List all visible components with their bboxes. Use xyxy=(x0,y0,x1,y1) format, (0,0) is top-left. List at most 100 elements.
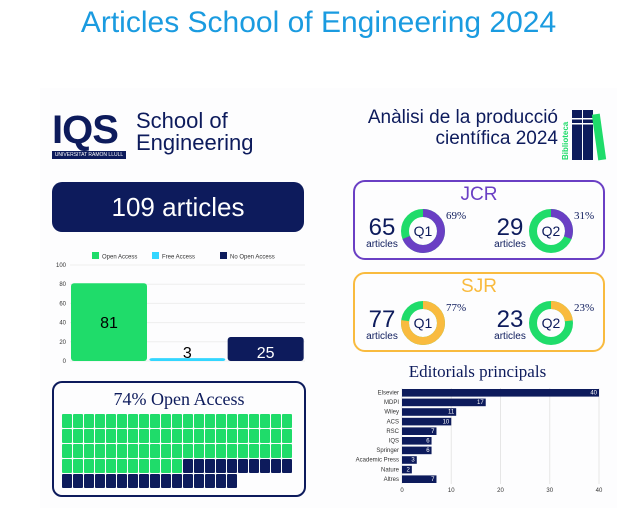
open-access-article-icon xyxy=(216,429,226,443)
category-label: Elsevier xyxy=(378,391,399,397)
open-access-article-icon xyxy=(161,459,171,473)
open-access-article-icon xyxy=(95,414,105,428)
open-access-article-icon xyxy=(106,414,116,428)
bar xyxy=(402,456,417,464)
articles-label: articles xyxy=(494,331,526,342)
article-count: 29 xyxy=(496,214,524,241)
y-tick-label: 100 xyxy=(56,263,67,269)
jcr-title: JCR xyxy=(460,184,498,205)
open-access-article-icon xyxy=(183,444,193,458)
open-access-article-icon xyxy=(128,429,138,443)
bar-value-label: 3 xyxy=(183,345,192,362)
closed-access-article-icon xyxy=(238,459,248,473)
open-access-article-icon xyxy=(62,429,72,443)
open-access-article-icon xyxy=(271,414,281,428)
bar xyxy=(402,475,437,483)
bar-value-label: 6 xyxy=(426,448,430,454)
percentage-label: 77% xyxy=(446,302,467,314)
closed-access-article-icon xyxy=(183,459,193,473)
closed-access-article-icon xyxy=(150,474,160,488)
x-tick-label: 10 xyxy=(448,488,455,494)
sjr-q1-donut: Q1 xyxy=(401,301,445,345)
open-access-article-icon xyxy=(106,459,116,473)
open-access-article-icon xyxy=(282,414,292,428)
category-label: ACS xyxy=(387,419,399,425)
bar xyxy=(71,283,147,361)
legend-label: Free Access xyxy=(162,255,195,261)
donut-segment xyxy=(401,209,445,253)
legend-swatch xyxy=(92,252,99,259)
open-access-article-icon xyxy=(150,459,160,473)
legend-swatch xyxy=(220,252,227,259)
jcr-q2-donut: Q2 xyxy=(529,209,573,253)
school-line2: Engineering xyxy=(136,130,254,155)
open-access-article-icon xyxy=(139,444,149,458)
closed-access-article-icon xyxy=(216,474,226,488)
bar xyxy=(402,417,452,426)
closed-access-article-icon xyxy=(205,459,215,473)
bar-value-label: 6 xyxy=(426,439,430,445)
articles-label: articles xyxy=(366,239,398,250)
closed-access-article-icon xyxy=(271,459,281,473)
bar xyxy=(227,337,304,361)
bar xyxy=(402,389,599,397)
closed-access-article-icon xyxy=(216,459,226,473)
y-tick-label: 60 xyxy=(59,301,66,307)
legend-label: Open Access xyxy=(102,255,137,261)
open-access-article-icon xyxy=(249,444,259,458)
bar xyxy=(402,446,432,455)
jcr-box xyxy=(353,180,605,260)
quartile-label: Q2 xyxy=(542,315,561,331)
article-count: 65 xyxy=(368,214,396,241)
open-access-article-icon xyxy=(249,429,259,443)
open-access-article-icon xyxy=(260,444,270,458)
open-access-article-icon xyxy=(183,414,193,428)
category-label: Altres xyxy=(384,477,399,483)
open-access-article-icon xyxy=(62,444,72,458)
y-tick-label: 80 xyxy=(59,282,66,288)
x-tick-label: 40 xyxy=(596,488,603,494)
open-access-article-icon xyxy=(128,414,138,428)
open-access-article-icon xyxy=(117,414,127,428)
sjr-q2-donut: Q2 xyxy=(529,301,573,345)
article-count: 23 xyxy=(496,306,524,333)
open-access-article-icon xyxy=(150,429,160,443)
analysis-title: Anàlisi de la producció científica 2024 xyxy=(330,107,558,149)
open-access-article-icon xyxy=(260,429,270,443)
open-access-article-icon xyxy=(216,414,226,428)
donut-segment xyxy=(529,301,573,345)
x-tick-label: 20 xyxy=(497,488,504,494)
category-label: RSC xyxy=(386,429,399,435)
open-access-article-icon xyxy=(161,414,171,428)
school-name: School of Engineering xyxy=(136,110,253,154)
articles-label: articles xyxy=(366,331,398,342)
open-access-article-icon xyxy=(238,429,248,443)
x-tick-label: 0 xyxy=(400,488,404,494)
open-access-article-icon xyxy=(117,444,127,458)
bar xyxy=(402,465,412,474)
closed-access-article-icon xyxy=(194,474,204,488)
bar xyxy=(402,437,432,445)
open-access-article-icon xyxy=(73,414,83,428)
jcr-q1-donut: Q1 xyxy=(401,209,445,253)
bar xyxy=(402,427,437,435)
bar-value-label: 81 xyxy=(100,315,118,332)
quartile-label: Q1 xyxy=(414,223,433,239)
open-access-article-icon xyxy=(95,459,105,473)
open-access-article-icon xyxy=(260,414,270,428)
open-access-article-icon xyxy=(161,444,171,458)
library-books-icon: Biblioteca xyxy=(561,110,607,161)
access-bar-chart: 0 20 40 60 80 100 Open Access Free Access No Ope… xyxy=(56,252,305,365)
article-count: 77 xyxy=(368,306,396,333)
open-access-article-icon xyxy=(205,444,215,458)
articles-label: articles xyxy=(494,239,526,250)
open-access-article-icon xyxy=(150,414,160,428)
bar-value-label: 11 xyxy=(448,410,455,416)
open-access-box xyxy=(52,381,306,497)
open-access-article-icon xyxy=(238,444,248,458)
open-access-article-icon xyxy=(106,429,116,443)
category-label: Wiley xyxy=(384,410,399,416)
open-access-article-icon xyxy=(172,414,182,428)
open-access-article-icon xyxy=(227,444,237,458)
open-access-article-icon xyxy=(194,429,204,443)
